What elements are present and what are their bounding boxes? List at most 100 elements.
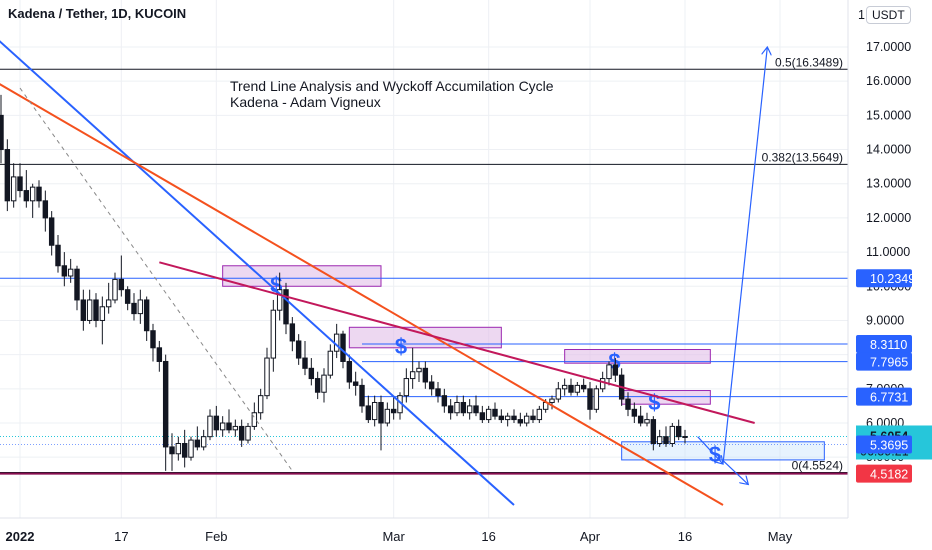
candle — [61, 252, 68, 287]
candle — [580, 378, 587, 393]
candle-body — [295, 340, 302, 359]
projection-arrows[interactable] — [697, 47, 768, 485]
candle-body — [663, 436, 669, 445]
candle-body — [55, 244, 61, 267]
candle-body — [593, 388, 600, 410]
candle — [682, 429, 688, 444]
candle-body — [314, 378, 321, 393]
candle-body — [156, 347, 163, 362]
candle-body — [365, 405, 372, 421]
candle — [492, 402, 498, 420]
candle-body — [422, 367, 429, 383]
candle-body — [105, 299, 112, 308]
candle-body — [175, 443, 182, 455]
candle — [536, 405, 543, 423]
candle — [118, 255, 125, 297]
candle-body — [29, 186, 36, 202]
candle — [593, 385, 600, 413]
candle — [669, 423, 676, 447]
candle — [238, 419, 245, 447]
candle-body — [80, 299, 87, 321]
annotation-line-2: Kadena - Adam Vigneux — [230, 94, 381, 110]
candle — [625, 392, 631, 417]
level-price-tag — [856, 387, 912, 406]
candle — [473, 395, 479, 417]
candle — [568, 378, 574, 396]
level-price-tag — [856, 269, 912, 288]
annotation-line-1: Trend Line Analysis and Wyckoff Accumila… — [230, 78, 554, 94]
candle — [485, 405, 492, 423]
candle — [17, 163, 23, 198]
candle-body — [460, 401, 467, 414]
time-axis[interactable]: 2022 17 Feb Mar 16 Apr 16 May — [0, 517, 848, 550]
time-tick-label: 17 — [114, 529, 128, 544]
candle-body — [536, 408, 543, 421]
level-price-tag-label: 6.7731 — [870, 391, 908, 405]
candle-body — [409, 371, 416, 380]
candle-body — [644, 419, 650, 424]
candle-body — [403, 378, 410, 397]
candle — [384, 402, 391, 427]
candle-body — [416, 367, 422, 373]
candle — [23, 170, 30, 208]
candle — [441, 388, 448, 413]
candle-body — [238, 425, 245, 441]
trend-line-crimson-resistance — [159, 261, 755, 424]
candle-body — [213, 415, 220, 431]
candle — [74, 265, 80, 311]
candle-body — [270, 309, 277, 359]
candle — [36, 180, 42, 208]
candle-body — [359, 384, 365, 407]
candle — [327, 344, 334, 379]
time-tick-label: 16 — [678, 529, 692, 544]
candle-body — [169, 446, 175, 455]
level-price-tag-label: 7.7965 — [870, 356, 908, 370]
candle — [99, 296, 106, 345]
candle-body — [232, 425, 239, 431]
horizontal-levels[interactable]: 0.5(16.3489) 0.382(13.5649) 0(4.5524) — [0, 55, 848, 475]
candle-body — [498, 415, 505, 421]
level-price-tag — [856, 335, 912, 354]
candle-body — [473, 405, 479, 414]
candle — [549, 395, 555, 410]
currency-button[interactable]: USDT — [866, 6, 911, 24]
time-tick-label: Mar — [382, 529, 405, 544]
candle — [371, 395, 378, 427]
candle-body — [530, 415, 536, 421]
candle — [511, 409, 517, 423]
candle — [403, 368, 410, 403]
candle-body — [137, 299, 144, 315]
candle — [67, 258, 74, 283]
candle-body — [447, 405, 454, 414]
candle — [112, 272, 118, 304]
candle-body — [599, 378, 606, 390]
candle-body — [580, 384, 587, 390]
candle — [55, 235, 61, 273]
candle-body — [17, 176, 23, 192]
candle-body — [492, 408, 498, 417]
candle-body — [283, 289, 289, 325]
candle-body — [441, 395, 448, 407]
candle — [504, 412, 511, 427]
candle-body — [207, 415, 213, 438]
candle-body — [378, 401, 384, 424]
candle — [0, 94, 4, 164]
trend-lines[interactable] — [0, 37, 755, 506]
candle — [365, 395, 372, 423]
candle — [333, 323, 340, 359]
candle — [523, 412, 530, 427]
time-tick-label: Feb — [205, 529, 227, 544]
candle-body — [219, 422, 226, 431]
candle — [156, 340, 163, 372]
candle — [207, 409, 213, 441]
candle-body — [276, 289, 283, 311]
candle — [48, 211, 55, 256]
price-axis[interactable]: 17.0000 16.0000 15.0000 14.0000 13.0000 12.00… — [847, 0, 932, 550]
candle-body — [99, 306, 106, 321]
time-tick-label: May — [768, 529, 793, 544]
candle — [606, 361, 612, 386]
candle-body — [656, 436, 663, 445]
candle-body — [23, 190, 30, 202]
candle-body — [143, 299, 150, 332]
